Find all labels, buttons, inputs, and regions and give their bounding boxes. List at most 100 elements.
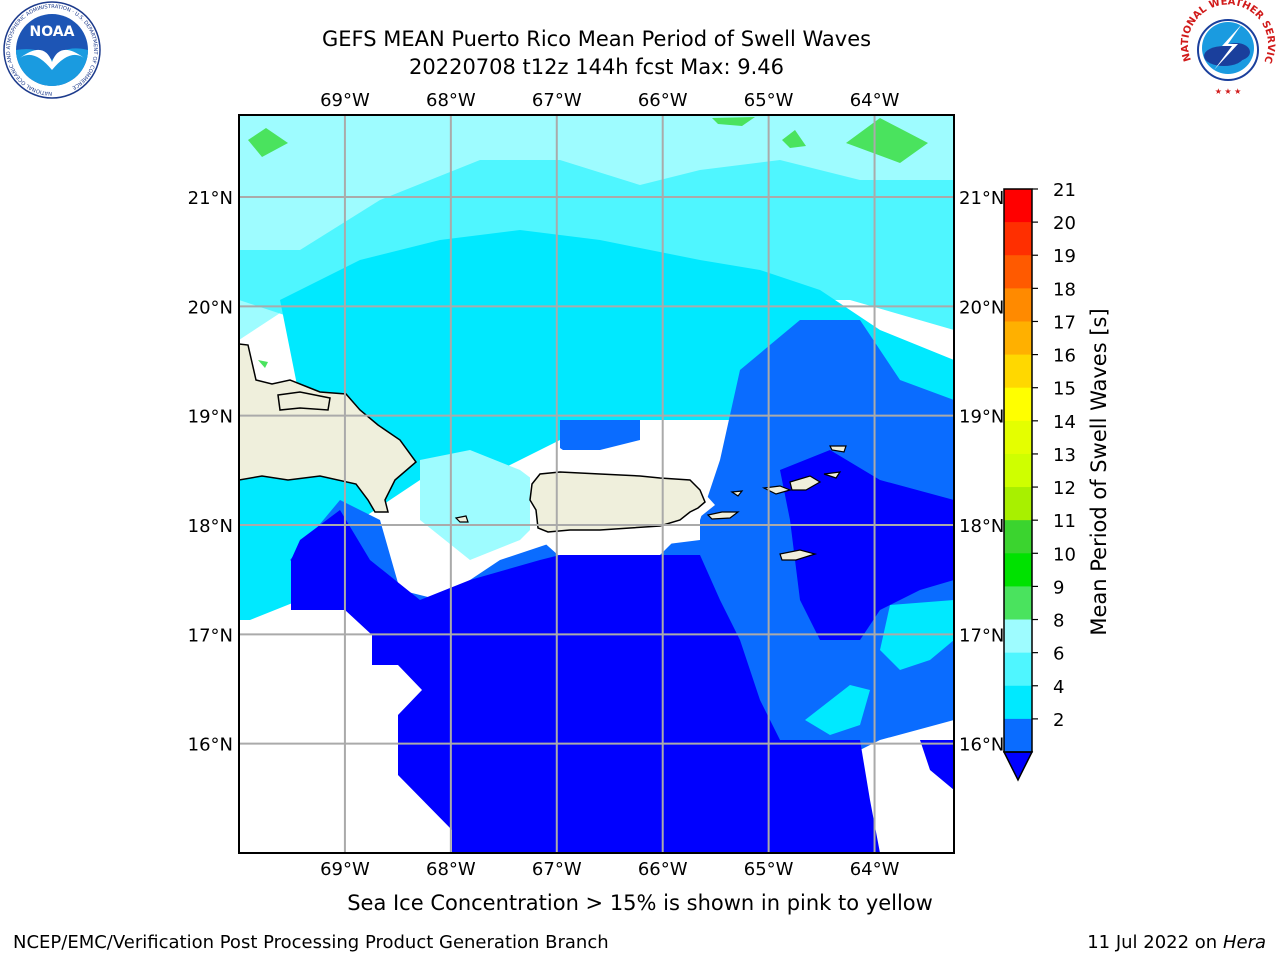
colorbar-segment: [1004, 652, 1032, 687]
contour-fill-10-11-ne1: [782, 130, 806, 148]
colorbar-label: Mean Period of Swell Waves [s]: [1087, 308, 1111, 635]
footer-credit: NCEP/EMC/Verification Post Processing Pr…: [13, 932, 609, 953]
noaa-logo-text: NOAA: [30, 24, 75, 40]
colorbar-tick-label: 20: [1053, 213, 1076, 234]
colorbar-segment: [1004, 520, 1032, 554]
sea-ice-note: Sea Ice Concentration > 15% is shown in …: [347, 891, 933, 915]
contour-fill-2-4-east: [780, 450, 954, 640]
land-hispaniola-north-arm: [277, 391, 331, 411]
lon-tick-label-bottom: 69°W: [320, 859, 370, 880]
chart-title-line-1: GEFS MEAN Puerto Rico Mean Period of Swe…: [321, 27, 872, 51]
contour-fill-10-11-nw: [248, 128, 288, 157]
footer-host: Hera: [1222, 932, 1266, 953]
colorbar-segment: [1004, 619, 1032, 654]
land-puerto-rico: [529, 471, 706, 533]
colorbar-segment: [1004, 685, 1032, 720]
colorbar-segment: [1004, 321, 1032, 356]
colorbar-tick-label: 10: [1053, 544, 1076, 565]
colorbar-segment: [1004, 354, 1032, 389]
colorbar-tick-label: 18: [1053, 279, 1076, 300]
colorbar-tick-label: 14: [1053, 412, 1076, 433]
lon-tick-label-top: 67°W: [532, 90, 582, 111]
lon-tick-label-bottom: 64°W: [850, 859, 900, 880]
map-gridlines: [239, 115, 954, 853]
lat-tick-label-left: 19°N: [188, 407, 233, 428]
map-frame: [238, 114, 955, 854]
land-virgin-islands-2: [789, 475, 822, 491]
land-virgin-islands-3: [823, 471, 842, 479]
colorbar-segment: [1004, 718, 1032, 753]
lat-tick-label-left: 17°N: [188, 625, 233, 646]
lon-tick-label-bottom: 65°W: [744, 859, 794, 880]
colorbar-tick-label: 4: [1053, 677, 1064, 698]
colorbar-tick-label: 13: [1053, 445, 1076, 466]
colorbar-tick-label: 19: [1053, 246, 1076, 267]
contour-fill-4-6-pr-north: [560, 420, 640, 450]
chart-title-line-2: 20220708 t12z 144h fcst Max: 9.46: [409, 55, 784, 79]
footer-date-prefix: 11 Jul 2022 on: [1087, 932, 1223, 953]
colorbar-segment: [1004, 453, 1032, 488]
contour-fill-2-4-south: [291, 510, 880, 853]
lon-tick-label-bottom: 67°W: [532, 859, 582, 880]
lon-tick-label-top: 64°W: [850, 90, 900, 111]
svg-text:★ ★ ★: ★ ★ ★: [1215, 87, 1242, 96]
land-virgin-islands-1: [761, 485, 792, 495]
contour-fill-10-11-n: [712, 117, 755, 126]
contour-fill-6-8-se2: [805, 685, 870, 735]
colorbar-frame: [1003, 188, 1033, 753]
noaa-logo-icon: NATIONAL OCEANIC AND ATMOSPHERIC ADMINIS…: [3, 1, 101, 99]
lat-tick-label-right: 21°N: [959, 188, 1004, 209]
colorbar-tick-label: 2: [1053, 710, 1064, 731]
colorbar-tick-label: 6: [1053, 644, 1064, 665]
lat-tick-label-left: 21°N: [188, 188, 233, 209]
lon-tick-label-top: 65°W: [744, 90, 794, 111]
colorbar: 21 20 19 18 17 16 15 14 13 12 11 10 9 8 6 4 2: [1002, 180, 1076, 782]
lat-tick-label-right: 20°N: [959, 297, 1004, 318]
lat-tick-label-left: 16°N: [188, 735, 233, 756]
land-anegada: [829, 445, 847, 453]
colorbar-tick-label: 17: [1053, 312, 1076, 333]
colorbar-segment: [1004, 189, 1032, 223]
lat-tick-label-right: 16°N: [959, 735, 1004, 756]
lat-tick-label-left: 20°N: [188, 297, 233, 318]
lat-tick-label-right: 19°N: [959, 407, 1004, 428]
colorbar-segment: [1004, 288, 1032, 322]
colorbar-segment: [1004, 420, 1032, 455]
contour-fill-10-11-ne2: [846, 118, 928, 163]
lat-tick-label-right: 18°N: [959, 516, 1004, 537]
contour-fill-2-4-se: [920, 740, 954, 790]
land-mona-island: [454, 515, 469, 523]
contour-fill-10-11-w: [258, 360, 268, 368]
nws-logo-icon: NATIONAL WEATHER SERVICE ★ ★ ★: [1178, 0, 1276, 98]
colorbar-segment: [1004, 487, 1032, 521]
land-hispaniola: [239, 343, 418, 513]
lon-tick-label-top: 66°W: [638, 90, 688, 111]
colorbar-segment: [1004, 222, 1032, 256]
map-plot-area: [239, 115, 954, 853]
contour-fill-9-10-pr: [420, 450, 560, 560]
colorbar-extend-arrow: [1002, 751, 1034, 782]
colorbar-segment: [1004, 255, 1032, 289]
lon-tick-label-top: 68°W: [426, 90, 476, 111]
colorbar-segment: [1004, 586, 1032, 621]
lat-tick-label-right: 17°N: [959, 625, 1004, 646]
colorbar-tick-label: 16: [1053, 346, 1076, 367]
lat-tick-label-left: 18°N: [188, 516, 233, 537]
colorbar-segment: [1004, 553, 1032, 587]
colorbar-segment: [1004, 387, 1032, 422]
land-st-croix: [779, 549, 818, 561]
colorbar-tick-label: 15: [1053, 379, 1076, 400]
colorbar-tick-label: 8: [1053, 611, 1064, 632]
lon-tick-label-top: 69°W: [320, 90, 370, 111]
lon-tick-label-bottom: 66°W: [638, 859, 688, 880]
land-vieques: [706, 511, 740, 520]
lon-tick-label-bottom: 68°W: [426, 859, 476, 880]
colorbar-tick-label: 9: [1053, 577, 1064, 598]
land-culebra: [730, 490, 744, 497]
footer-date: 11 Jul 2022 on Hera: [1087, 932, 1266, 953]
colorbar-tick-label: 11: [1053, 511, 1076, 532]
colorbar-tick-label: 12: [1053, 478, 1076, 499]
colorbar-tick-label: 21: [1053, 180, 1076, 201]
map-tick-labels: 69°W 69°W 68°W 68°W 67°W 67°W 66°W 66°W 65°W 65°W…: [188, 90, 1005, 880]
